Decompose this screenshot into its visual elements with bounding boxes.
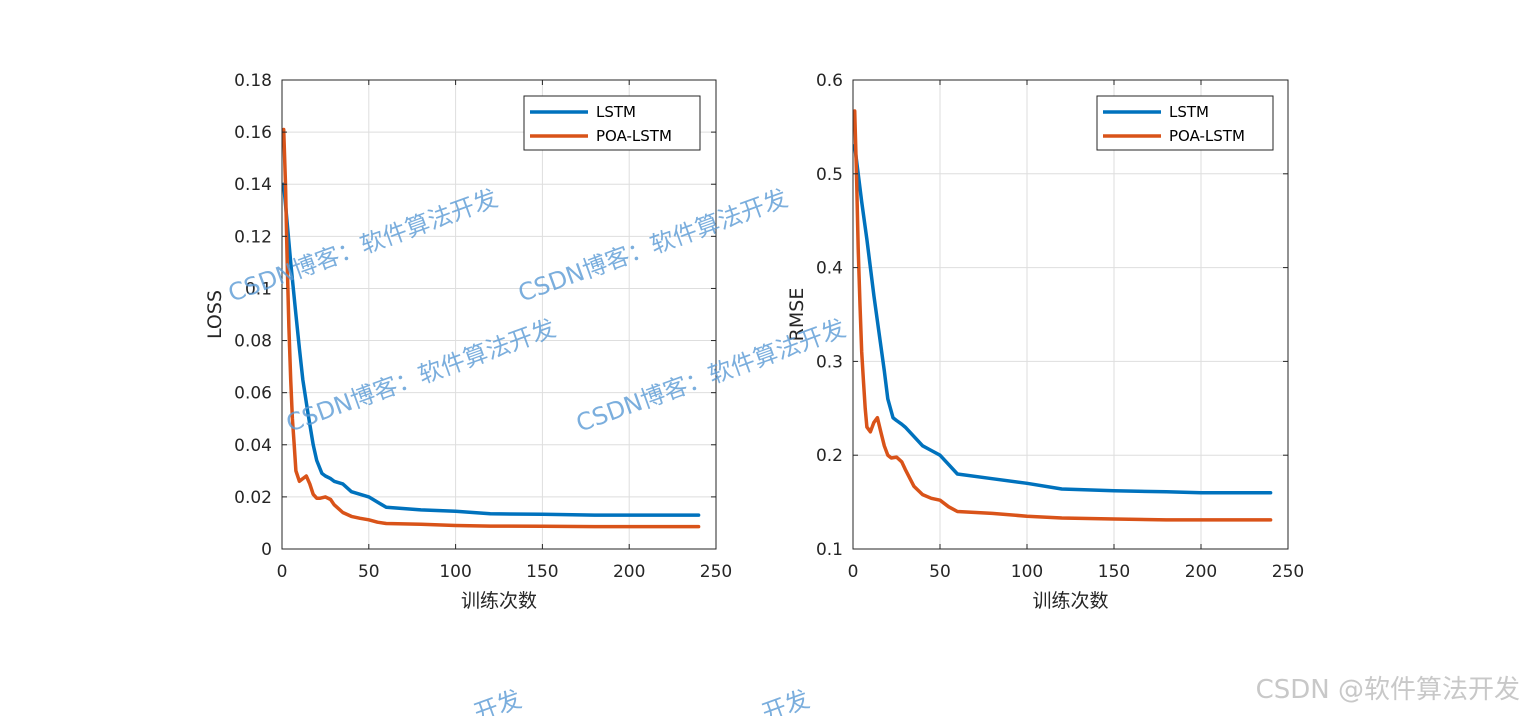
- y-tick-label: 0.2: [816, 446, 843, 466]
- legend-box: [523, 95, 701, 151]
- axes-frame: [281, 79, 717, 550]
- x-tick-label: 50: [358, 562, 380, 582]
- y-tick-label: 0.18: [234, 71, 272, 91]
- x-tick-label: 150: [526, 562, 558, 582]
- watermark-layer: CSDN博客：软件算法开发 CSDN博客：软件算法开发 CSDN博客：软件算法开…: [224, 184, 849, 716]
- axes-frame: [852, 79, 1289, 550]
- series-line: [852, 109, 1273, 522]
- y-tick-label: 0.1: [245, 279, 272, 299]
- legend: LSTM POA-LSTM: [523, 95, 701, 151]
- y-tick-label: 0.16: [234, 123, 272, 143]
- y-tick-label: 0.12: [234, 227, 272, 247]
- watermark-text: CSDN博客：软件算法开发: [572, 314, 849, 438]
- y-tick-label: 0.3: [816, 352, 843, 372]
- x-tick-label: 150: [1098, 562, 1130, 582]
- rmse-chart: 0 50 100 150 200 250 0.1 0.2 0.3 0.4 0.5 0.6 训练次数 RMS…: [786, 71, 1304, 612]
- series-line: [281, 182, 701, 517]
- watermark-text: 开发: [470, 685, 525, 716]
- legend-label: LSTM: [596, 103, 636, 121]
- csdn-credit: CSDN @软件算法开发: [1255, 675, 1520, 705]
- x-tick-label: 250: [700, 562, 732, 582]
- x-tick-label: 0: [277, 562, 288, 582]
- y-tick-label: 0.04: [234, 436, 272, 456]
- y-tick-label: 0.06: [234, 384, 272, 404]
- x-tick-label: 200: [1185, 562, 1217, 582]
- watermark-text: CSDN博客：软件算法开发: [514, 184, 791, 308]
- x-axis-label: 训练次数: [1032, 590, 1108, 612]
- legend-label: POA-LSTM: [1169, 127, 1245, 145]
- legend-label: LSTM: [1169, 103, 1209, 121]
- loss-chart: 0 50 100 150 200 250 0 0.02 0.04 0.06 0.08 0.1 0.12 0…: [204, 71, 732, 612]
- y-axis-label: RMSE: [786, 288, 808, 342]
- y-tick-label: 0.5: [816, 165, 843, 185]
- y-tick-label: 0.4: [816, 259, 843, 279]
- x-tick-label: 200: [613, 562, 645, 582]
- y-tick-label: 0: [261, 540, 272, 560]
- watermark-text: CSDN博客：软件算法开发: [282, 314, 559, 438]
- x-tick-label: 50: [929, 562, 951, 582]
- x-tick-label: 100: [439, 562, 471, 582]
- y-tick-label: 0.02: [234, 488, 272, 508]
- legend-label: POA-LSTM: [596, 127, 672, 145]
- watermark-text: 开发: [758, 685, 813, 716]
- y-tick-label: 0.14: [234, 175, 272, 195]
- x-tick-label: 250: [1272, 562, 1304, 582]
- series-line: [852, 143, 1273, 495]
- y-tick-label: 0.1: [816, 540, 843, 560]
- x-tick-label: 100: [1011, 562, 1043, 582]
- y-tick-label: 0.08: [234, 332, 272, 352]
- y-axis-label: LOSS: [204, 290, 226, 339]
- legend: LSTM POA-LSTM: [1096, 95, 1274, 151]
- legend-box: [1096, 95, 1274, 151]
- x-axis-label: 训练次数: [461, 590, 537, 612]
- series-line: [281, 127, 701, 529]
- x-tick-label: 0: [848, 562, 859, 582]
- y-tick-label: 0.6: [816, 71, 843, 91]
